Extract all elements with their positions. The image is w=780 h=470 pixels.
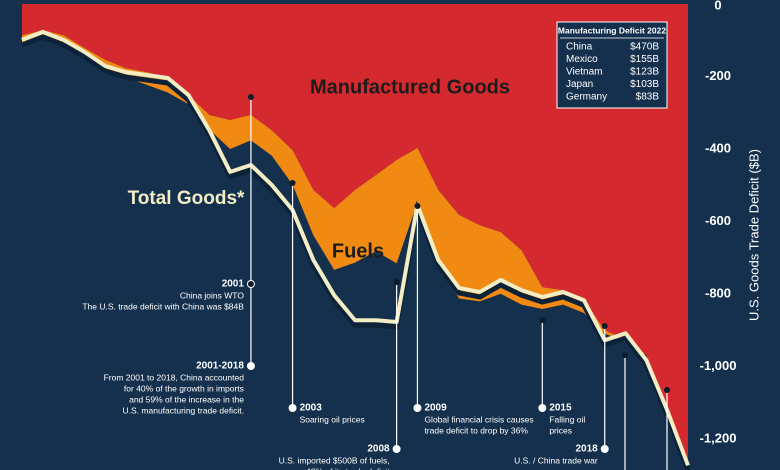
annotation-text: Global financial crisis causes xyxy=(424,414,533,424)
annotation-text: for 40% of the growth in imports xyxy=(124,383,244,393)
y-tick-label: -200 xyxy=(705,68,731,83)
annotation-text: Falling oil xyxy=(549,414,585,424)
leader-dot xyxy=(289,180,296,186)
annotation-title: 2008 xyxy=(367,444,390,455)
fuels-area xyxy=(22,30,688,461)
annotation-text: prices xyxy=(549,425,572,435)
y-axis-title: U.S. Goods Trade Deficit ($B) xyxy=(746,149,761,321)
annotation-title: 2001-2018 xyxy=(196,361,244,372)
annotation-title: 2015 xyxy=(549,403,572,414)
table-value: $470B xyxy=(630,42,659,53)
leader-dot xyxy=(600,445,609,453)
table-box xyxy=(556,21,668,109)
table-value: $83B xyxy=(636,92,660,103)
annotation-text: U.S. imported $500B of fuels, xyxy=(279,455,390,465)
annotation-text: or 48% of its trade deficit xyxy=(296,466,390,470)
total-line-shadow xyxy=(21,34,691,470)
manufactured-area xyxy=(22,4,688,461)
leader-dot xyxy=(539,317,546,323)
annotation-text: From 2001 to 2018, China accounted xyxy=(104,372,245,382)
leader-dot xyxy=(538,404,547,412)
annotation-text: Soaring oil prices xyxy=(300,414,365,424)
leader-dot xyxy=(393,279,400,285)
y-tick-label: -1,200 xyxy=(700,431,737,446)
leader-dot xyxy=(247,281,254,287)
table-title: Manufacturing Deficit 2022 xyxy=(558,25,666,35)
annotation-title: 2009 xyxy=(424,403,447,414)
leader-dot xyxy=(664,387,670,393)
leader-dot xyxy=(246,362,255,370)
leader-dot xyxy=(392,445,401,453)
series-label: Total Goods* xyxy=(128,188,245,209)
table-country: Germany xyxy=(566,92,607,103)
annotation-title: 2003 xyxy=(300,403,323,414)
y-tick-label: 0 xyxy=(714,0,721,12)
leader-dot xyxy=(288,404,297,412)
leader-dot xyxy=(622,352,628,358)
table-country: Mexico xyxy=(566,54,598,65)
deficit-table: Manufacturing Deficit 2022 China $470B Mexi… xyxy=(556,21,668,109)
annotation-text: and 59% of the increase in the xyxy=(129,394,244,404)
y-tick-label: -1,000 xyxy=(700,358,737,373)
annotation-text: China joins WTO xyxy=(180,290,244,300)
leader-dot xyxy=(247,94,254,100)
table-value: $123B xyxy=(630,67,659,78)
table-country: Japan xyxy=(566,79,593,90)
annotation-title: 2018 xyxy=(576,444,599,455)
leader-dot xyxy=(414,203,421,209)
leader-dot xyxy=(601,323,608,329)
table-country: China xyxy=(566,42,593,53)
y-tick-label: -800 xyxy=(705,286,731,301)
table-country: Vietnam xyxy=(566,67,603,78)
annotation-text: U.S. / China trade war xyxy=(514,455,598,465)
annotation-text: The U.S. trade deficit with China was $8… xyxy=(82,301,244,311)
annotation-text: U.S. manufacturing trade deficit. xyxy=(123,405,244,415)
table-value: $155B xyxy=(630,54,659,65)
y-tick-label: -600 xyxy=(705,213,731,228)
total-line xyxy=(21,29,690,466)
leader-dot xyxy=(413,404,422,412)
series-label: Fuels xyxy=(332,240,384,262)
series-label: Manufactured Goods xyxy=(310,76,510,98)
table-value: $103B xyxy=(630,79,659,90)
annotation-title: 2001 xyxy=(222,279,245,290)
annotation-text: trade deficit to drop by 36% xyxy=(424,425,528,435)
y-tick-label: -400 xyxy=(705,140,731,155)
